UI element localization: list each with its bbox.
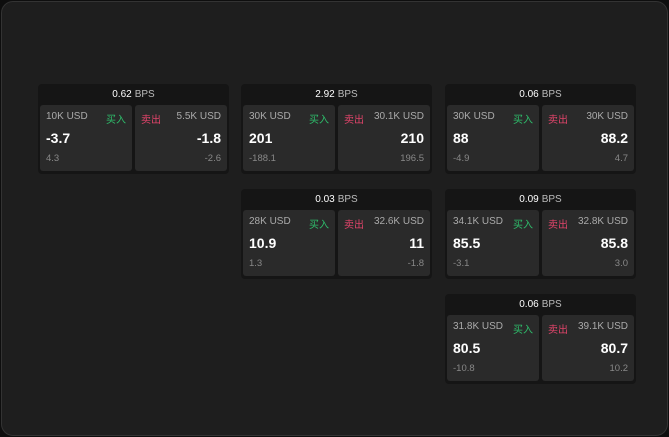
sell-cell[interactable]: 卖出 39.1K USD 80.7 10.2 <box>542 315 634 381</box>
sell-label: 卖出 <box>548 220 568 231</box>
bid-sub: -188.1 <box>249 153 276 164</box>
bid-price: 10.9 <box>249 235 277 251</box>
spread-header: 0.62 BPS <box>38 84 229 105</box>
sell-label: 卖出 <box>344 115 364 126</box>
buy-cell[interactable]: 10K USD 买入 -3.7 4.3 <box>40 105 132 171</box>
ask-sub: 196.5 <box>400 153 424 164</box>
sell-label: 卖出 <box>141 115 161 126</box>
ask-price: 85.8 <box>600 235 628 251</box>
ask-price: 210 <box>400 130 424 146</box>
bid-sub: 4.3 <box>46 153 60 164</box>
bid-price: 80.5 <box>453 340 481 356</box>
quote-card: 2.92 BPS 30K USD 买入 201 -188.1 卖出 30.1K U… <box>241 84 432 174</box>
bid-sub: -4.9 <box>453 153 470 164</box>
spread-value: 0.09 <box>519 194 539 205</box>
sell-label: 卖出 <box>344 220 364 231</box>
bid-size: 30K USD <box>249 111 291 122</box>
spread-value: 0.62 <box>112 89 132 100</box>
quote-card: 0.03 BPS 28K USD 买入 10.9 1.3 卖出 32.6K USD… <box>241 189 432 279</box>
spread-header: 0.06 BPS <box>445 84 636 105</box>
bid-sub: 1.3 <box>249 258 263 269</box>
sell-label: 卖出 <box>548 325 568 336</box>
ask-size: 32.8K USD <box>577 216 628 227</box>
quote-card: 0.06 BPS 30K USD 买入 88 -4.9 卖出 30K USD 88… <box>445 84 636 174</box>
bid-price: 85.5 <box>453 235 481 251</box>
bid-size: 30K USD <box>453 111 495 122</box>
spread-value: 0.06 <box>519 299 539 310</box>
spread-value: 2.92 <box>315 89 335 100</box>
buy-cell[interactable]: 30K USD 买入 88 -4.9 <box>447 105 539 171</box>
buy-label: 买入 <box>513 325 533 336</box>
spread-header: 0.03 BPS <box>241 189 432 210</box>
bid-sub: -10.8 <box>453 363 475 374</box>
buy-label: 买入 <box>513 115 533 126</box>
bid-size: 31.8K USD <box>453 321 504 332</box>
sell-label: 卖出 <box>548 115 568 126</box>
buy-label: 买入 <box>106 115 126 126</box>
bid-size: 28K USD <box>249 216 291 227</box>
quote-card: 0.06 BPS 31.8K USD 买入 80.5 -10.8 卖出 39.1K… <box>445 294 636 384</box>
ask-sub: 3.0 <box>614 258 628 269</box>
spread-header: 0.09 BPS <box>445 189 636 210</box>
spread-unit: BPS <box>541 89 562 100</box>
ask-sub: 10.2 <box>609 363 629 374</box>
bid-price: -3.7 <box>46 130 71 146</box>
ask-size: 5.5K USD <box>176 111 221 122</box>
spread-header: 2.92 BPS <box>241 84 432 105</box>
bid-price: 201 <box>249 130 273 146</box>
spread-header: 0.06 BPS <box>445 294 636 315</box>
ask-price: 88.2 <box>600 130 628 146</box>
ask-price: 11 <box>409 235 424 251</box>
quote-card: 0.09 BPS 34.1K USD 买入 85.5 -3.1 卖出 32.8K … <box>445 189 636 279</box>
sell-cell[interactable]: 卖出 5.5K USD -1.8 -2.6 <box>135 105 227 171</box>
bid-sub: -3.1 <box>453 258 470 269</box>
ask-size: 30.1K USD <box>373 111 424 122</box>
spread-unit: BPS <box>541 299 562 310</box>
ask-price: -1.8 <box>196 130 221 146</box>
buy-cell[interactable]: 31.8K USD 买入 80.5 -10.8 <box>447 315 539 381</box>
ask-sub: -2.6 <box>204 153 221 164</box>
buy-label: 买入 <box>309 220 329 231</box>
spread-value: 0.06 <box>519 89 539 100</box>
spread-unit: BPS <box>134 89 155 100</box>
buy-label: 买入 <box>309 115 329 126</box>
ask-size: 39.1K USD <box>577 321 628 332</box>
ask-size: 32.6K USD <box>373 216 424 227</box>
spread-unit: BPS <box>337 194 358 205</box>
spread-value: 0.03 <box>315 194 335 205</box>
ask-sub: 4.7 <box>614 153 628 164</box>
buy-cell[interactable]: 30K USD 买入 201 -188.1 <box>243 105 335 171</box>
buy-cell[interactable]: 34.1K USD 买入 85.5 -3.1 <box>447 210 539 276</box>
spread-unit: BPS <box>541 194 562 205</box>
bid-size: 10K USD <box>46 111 88 122</box>
bid-size: 34.1K USD <box>453 216 504 227</box>
sell-cell[interactable]: 卖出 30.1K USD 210 196.5 <box>338 105 430 171</box>
buy-label: 买入 <box>513 220 533 231</box>
spread-unit: BPS <box>337 89 358 100</box>
quote-card: 0.62 BPS 10K USD 买入 -3.7 4.3 卖出 5.5K USD … <box>38 84 229 174</box>
buy-cell[interactable]: 28K USD 买入 10.9 1.3 <box>243 210 335 276</box>
bid-price: 88 <box>453 130 469 146</box>
sell-cell[interactable]: 卖出 30K USD 88.2 4.7 <box>542 105 634 171</box>
sell-cell[interactable]: 卖出 32.6K USD 11 -1.8 <box>338 210 430 276</box>
sell-cell[interactable]: 卖出 32.8K USD 85.8 3.0 <box>542 210 634 276</box>
ask-price: 80.7 <box>600 340 628 356</box>
ask-size: 30K USD <box>586 111 628 122</box>
ask-sub: -1.8 <box>407 258 424 269</box>
